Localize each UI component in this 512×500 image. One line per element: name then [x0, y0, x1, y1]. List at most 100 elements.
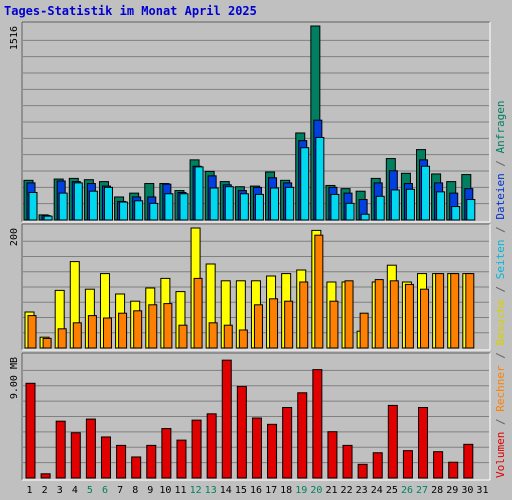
bar-volumen: [146, 444, 157, 479]
bar-volumen: [297, 392, 308, 479]
bar-rechner: [72, 322, 82, 349]
bar-seiten: [134, 200, 144, 221]
bar-seiten: [330, 193, 340, 221]
x-tick-label: 2: [42, 485, 48, 496]
bar-rechner: [329, 300, 339, 349]
legend-entry: /: [494, 279, 507, 299]
bar-rechner: [420, 288, 430, 349]
x-tick-label: 19: [295, 485, 307, 496]
bar-rechner: [314, 234, 324, 349]
bar-volumen: [100, 436, 111, 479]
bar-rechner: [102, 317, 112, 349]
bar-volumen: [387, 404, 398, 479]
bar-seiten: [270, 187, 280, 221]
x-tick-label: 6: [102, 485, 108, 496]
bar-rechner: [208, 322, 218, 349]
bar-rechner: [133, 310, 143, 349]
bar-volumen: [448, 461, 459, 479]
x-tick-label: 25: [386, 485, 398, 496]
x-tick-label: 21: [325, 485, 337, 496]
bar-rechner: [450, 273, 460, 349]
y-max-label: 1516: [9, 26, 20, 50]
bar-seiten: [436, 191, 446, 221]
bar-volumen: [433, 451, 444, 479]
bar-seiten: [209, 187, 219, 221]
x-tick-label: 15: [235, 485, 247, 496]
bar-rechner: [344, 280, 354, 349]
x-tick-label: 17: [265, 485, 277, 496]
bar-rechner: [148, 304, 158, 349]
legend-entry: /: [494, 346, 507, 366]
x-tick-label: 13: [205, 485, 217, 496]
bar-volumen: [402, 450, 413, 479]
bar-seiten: [285, 186, 295, 221]
x-tick-label: 16: [250, 485, 262, 496]
legend-entry: Anfragen: [494, 100, 507, 153]
bar-rechner: [284, 300, 294, 349]
bar-seiten: [179, 193, 189, 221]
bar-rechner: [269, 298, 279, 349]
bar-volumen: [221, 359, 232, 479]
x-tick-label: 18: [280, 485, 292, 496]
legend-entry: /: [494, 153, 507, 173]
bar-seiten: [28, 191, 38, 221]
legend-entry: Seiten: [494, 240, 507, 280]
x-tick-label: 22: [341, 485, 353, 496]
x-tick-label: 26: [401, 485, 413, 496]
x-tick-label: 24: [371, 485, 383, 496]
bar-rechner: [253, 304, 263, 349]
bar-volumen: [312, 369, 323, 479]
bar-seiten: [345, 202, 355, 221]
x-tick-label: 27: [416, 485, 428, 496]
bar-seiten: [194, 166, 204, 221]
bar-rechner: [27, 315, 37, 349]
bar-seiten: [43, 215, 53, 221]
x-tick-label: 31: [476, 485, 488, 496]
x-tick-label: 12: [190, 485, 202, 496]
bar-rechner: [87, 315, 97, 349]
bar-seiten: [103, 186, 113, 221]
bar-seiten: [239, 193, 249, 221]
bar-rechner: [193, 277, 203, 349]
x-tick-label: 1: [27, 485, 33, 496]
bar-volumen: [116, 444, 127, 479]
legend-entry: Dateien: [494, 173, 507, 219]
bar-seiten: [315, 136, 325, 221]
bar-rechner: [374, 279, 384, 349]
bar-volumen: [342, 444, 353, 479]
bar-volumen: [463, 443, 474, 479]
bar-rechner: [118, 312, 128, 349]
x-tick-label: 14: [220, 485, 232, 496]
bar-rechner: [435, 273, 445, 349]
bar-seiten: [375, 195, 385, 221]
legend-entry: Volumen: [494, 432, 507, 478]
legend-entry: Rechner: [494, 365, 507, 412]
bar-rechner: [42, 337, 52, 349]
x-tick-label: 4: [72, 485, 78, 496]
bar-volumen: [70, 432, 81, 479]
y-max-label: 9.00 MB: [9, 357, 20, 399]
bar-volumen: [251, 417, 262, 479]
bar-seiten: [451, 206, 461, 221]
bar-volumen: [357, 463, 368, 479]
x-tick-label: 8: [132, 485, 138, 496]
bar-rechner: [57, 328, 67, 349]
bar-volumen: [236, 385, 247, 479]
x-tick-label: 11: [174, 485, 186, 496]
bar-volumen: [206, 413, 217, 479]
x-tick-label: 29: [446, 485, 458, 496]
bar-rechner: [238, 329, 248, 349]
bar-rechner: [465, 273, 475, 349]
bar-seiten: [466, 199, 476, 221]
bar-rechner: [223, 324, 233, 349]
bar-volumen: [282, 407, 293, 479]
legend-vertical: Volumen / Rechner / Besuche / Seiten / D…: [494, 100, 507, 478]
bar-rechner: [389, 280, 399, 349]
x-tick-label: 20: [310, 485, 322, 496]
bar-seiten: [149, 202, 159, 221]
bar-seiten: [254, 193, 264, 221]
bar-volumen: [131, 456, 142, 479]
bar-seiten: [300, 147, 310, 221]
bar-rechner: [359, 312, 369, 349]
